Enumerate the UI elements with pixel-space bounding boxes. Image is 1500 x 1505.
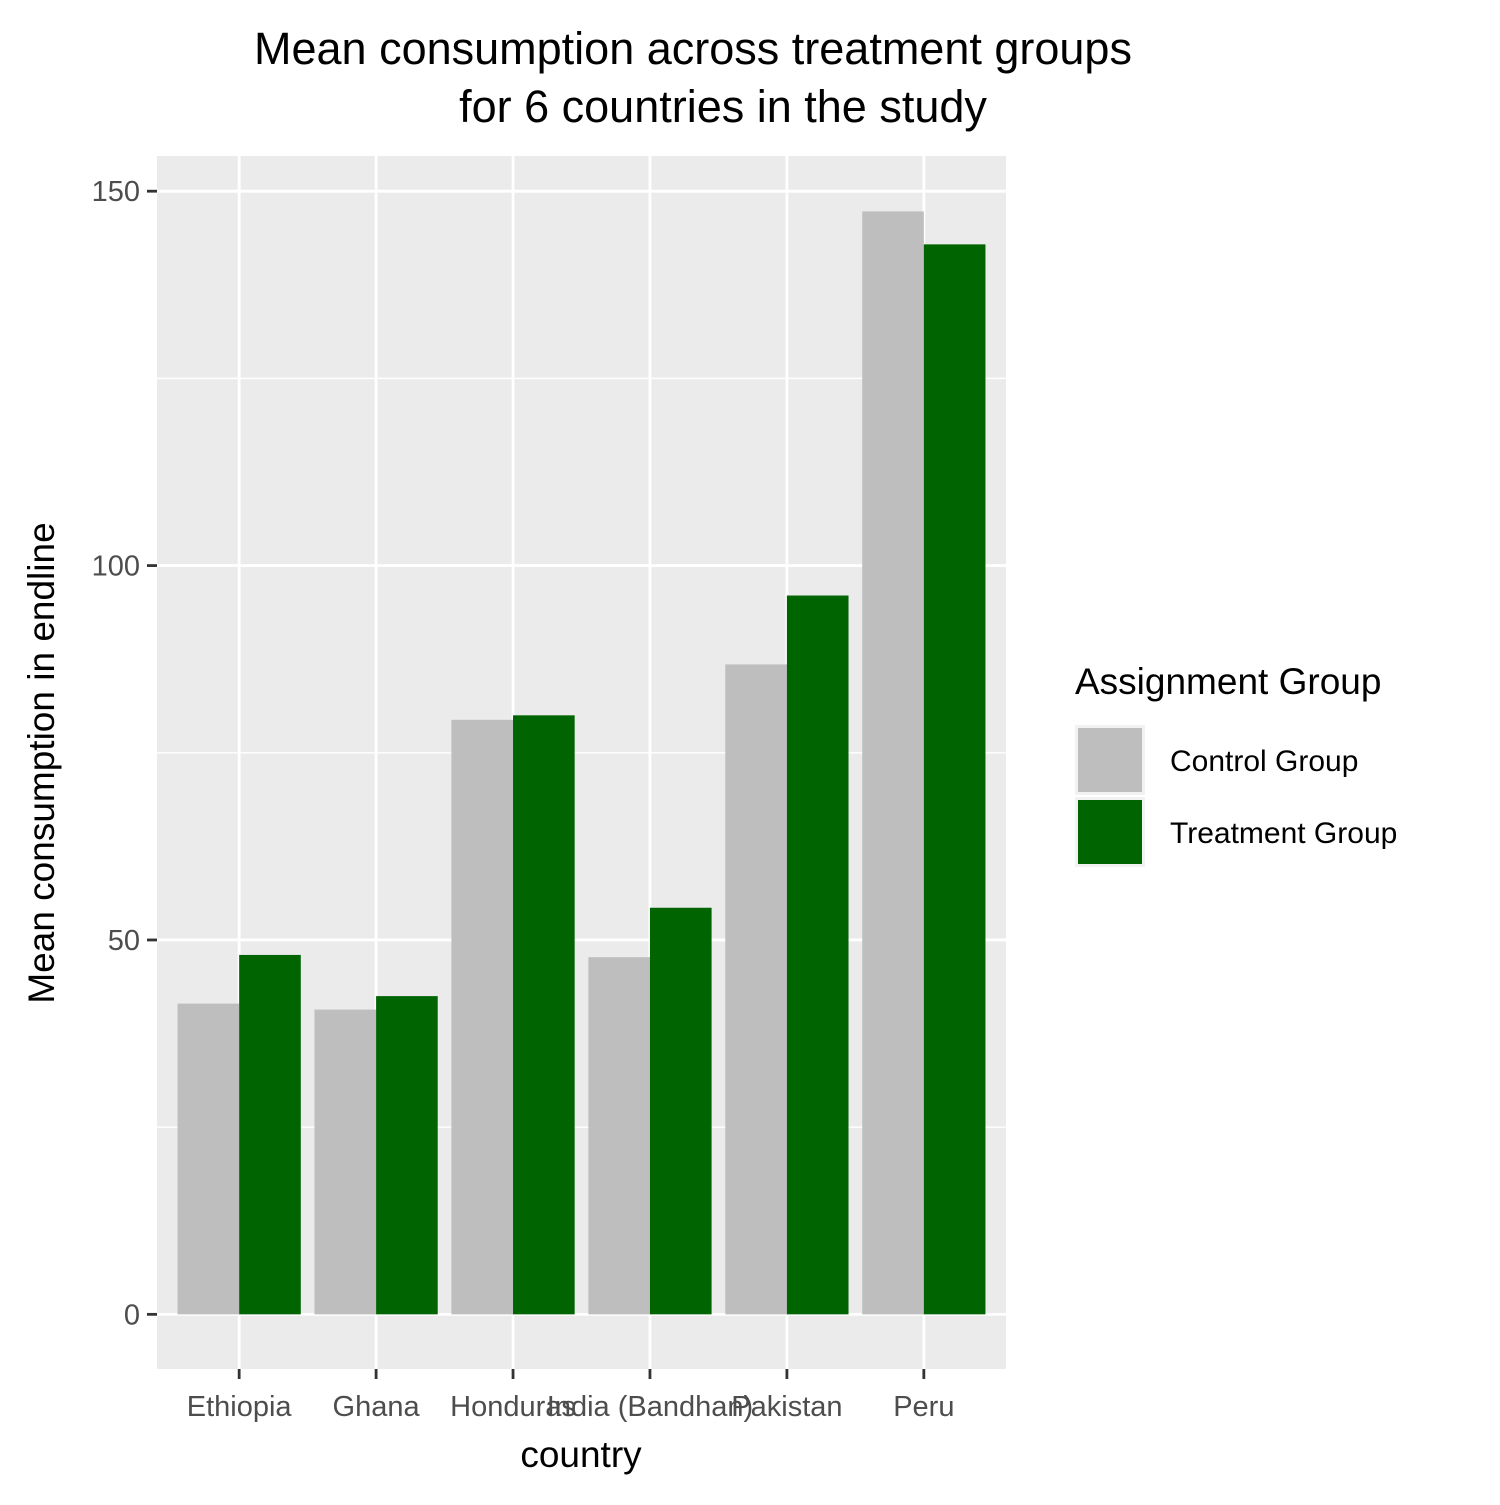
legend: Assignment Group Control Group Treatment … [1075, 661, 1397, 867]
bar-control-group [725, 664, 787, 1315]
x-tick-label: Ghana [333, 1391, 421, 1423]
y-axis-title: Mean consumption in endline [21, 522, 62, 1003]
bar-treatment-group [649, 907, 712, 1315]
x-axis-title: country [520, 1434, 642, 1475]
bar-treatment-group [513, 715, 575, 1315]
bar-control-group [862, 211, 924, 1315]
bar-control-group [177, 1003, 240, 1315]
x-tick-label: Peru [893, 1391, 954, 1423]
bar-treatment-group [239, 954, 301, 1315]
y-tick-label: 0 [124, 1299, 140, 1331]
x-tick-label: Honduras [450, 1391, 576, 1423]
legend-label: Treatment Group [1170, 817, 1397, 850]
x-tick-label: India (Bandhan) [547, 1391, 753, 1423]
bar-treatment-group [923, 244, 986, 1315]
chart-title-line-2: for 6 countries in the study [459, 81, 987, 132]
legend-title: Assignment Group [1075, 661, 1381, 702]
bar-control-group [588, 957, 650, 1315]
bar-treatment-group [786, 595, 849, 1315]
bar-control-group [451, 719, 514, 1315]
legend-swatch [1078, 728, 1142, 792]
y-tick-label: 50 [108, 925, 140, 957]
chart-title-line-1: Mean consumption across treatment groups [254, 23, 1132, 74]
y-tick-label: 100 [92, 551, 140, 583]
x-tick-label: Pakistan [731, 1391, 842, 1423]
x-tick-label: Ethiopia [187, 1391, 293, 1423]
bar-treatment-group [376, 996, 438, 1315]
y-tick-label: 150 [92, 176, 140, 208]
legend-label: Control Group [1170, 745, 1358, 778]
legend-swatch [1078, 800, 1142, 864]
bar-control-group [314, 1009, 377, 1315]
bars [177, 211, 986, 1315]
